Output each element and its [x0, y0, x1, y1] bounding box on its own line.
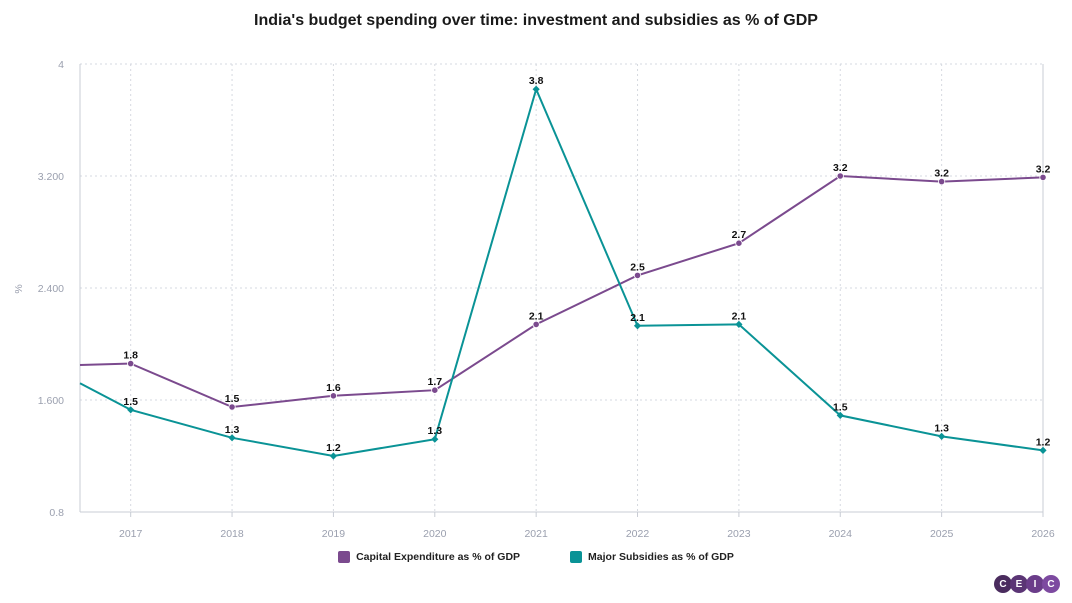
chart-title: India's budget spending over time: inves…: [254, 12, 818, 29]
data-point[interactable]: [329, 452, 338, 460]
data-point[interactable]: [938, 178, 946, 186]
data-point[interactable]: [228, 403, 236, 411]
legend-swatch-capex: [338, 551, 351, 563]
legend-item-subsidies[interactable]: Major Subsidies as % of GDP: [570, 551, 734, 563]
data-point[interactable]: [431, 386, 439, 394]
data-point[interactable]: [1039, 173, 1047, 181]
y-axis-label: %: [13, 284, 25, 293]
x-tick-label: 2017: [119, 528, 143, 540]
data-point[interactable]: [532, 85, 540, 93]
data-point[interactable]: [127, 359, 135, 368]
data-point[interactable]: [1039, 446, 1047, 454]
data-point[interactable]: [938, 432, 946, 440]
y-tick-label: 3.200: [38, 171, 64, 183]
y-tick-label: 1.600: [38, 395, 64, 407]
x-tick-label: 2019: [322, 528, 346, 540]
data-label: 2.7: [732, 229, 747, 241]
data-label: 2.1: [630, 312, 645, 324]
data-point[interactable]: [329, 392, 338, 400]
legend-label-subsidies: Major Subsidies as % of GDP: [588, 551, 734, 563]
y-tick-label: 0.8: [49, 507, 64, 519]
data-label: 3.2: [1036, 163, 1051, 175]
logo-letter: E: [1010, 575, 1028, 593]
data-label: 1.6: [326, 382, 341, 394]
y-tick-label: 2.400: [38, 283, 64, 295]
data-point[interactable]: [735, 239, 743, 247]
data-label: 1.3: [934, 422, 949, 434]
data-label: 1.5: [123, 396, 138, 408]
legend-label-capex: Capital Expenditure as % of GDP: [356, 551, 521, 563]
data-label: 1.5: [225, 393, 240, 405]
x-tick-label: 2026: [1031, 528, 1055, 540]
data-label: 1.3: [427, 425, 442, 437]
legend: Capital Expenditure as % of GDP Major Su…: [0, 551, 1072, 563]
data-label: 2.1: [529, 310, 544, 322]
line-chart: 0.8 1.600 2.400 3.200 4 2017 2018 2019 2020 2021 2…: [13, 59, 1055, 540]
data-label: 1.5: [833, 401, 848, 413]
logo-letter: I: [1026, 575, 1044, 593]
logo-letter: C: [994, 575, 1012, 593]
data-label: 3.2: [934, 168, 949, 180]
axes: 0.8 1.600 2.400 3.200 4 2017 2018 2019 2020 2021 2…: [38, 59, 1055, 540]
x-tick-label: 2023: [727, 528, 751, 540]
logo-letter: C: [1042, 575, 1060, 593]
data-label: 1.3: [225, 424, 240, 436]
data-point[interactable]: [532, 320, 540, 328]
legend-swatch-subsidies: [570, 551, 583, 563]
x-tick-label: 2020: [423, 528, 447, 540]
legend-item-capex[interactable]: Capital Expenditure as % of GDP: [338, 551, 520, 563]
data-label: 3.8: [529, 75, 544, 87]
data-point[interactable]: [633, 271, 642, 279]
data-label: 1.7: [427, 376, 442, 388]
data-label: 2.1: [732, 310, 747, 322]
data-point[interactable]: [633, 322, 642, 330]
series: [79, 85, 1047, 460]
grid: [80, 63, 1044, 512]
data-label: 1.2: [326, 442, 341, 454]
x-tick-label: 2022: [626, 528, 650, 540]
data-label: 3.2: [833, 162, 848, 174]
data-point[interactable]: [735, 320, 743, 328]
data-label: 1.2: [1036, 436, 1051, 448]
data-labels: 1.8 1.5 1.6 1.7 2.1 2.5 2.7 3.2 3.2 3.2 1.5 1.3 1.2 1…: [123, 75, 1050, 454]
data-point[interactable]: [836, 411, 844, 419]
data-point[interactable]: [228, 434, 236, 442]
data-label: 1.8: [123, 350, 138, 362]
x-tick-label: 2024: [829, 528, 853, 540]
data-point[interactable]: [836, 172, 844, 180]
series-line-0: [79, 174, 1044, 409]
y-tick-label: 4: [58, 59, 64, 71]
x-tick-label: 2021: [524, 528, 548, 540]
data-label: 2.5: [630, 261, 645, 273]
x-tick-label: 2018: [220, 528, 244, 540]
x-tick-label: 2025: [930, 528, 954, 540]
data-point[interactable]: [127, 406, 135, 414]
data-point[interactable]: [431, 435, 439, 443]
